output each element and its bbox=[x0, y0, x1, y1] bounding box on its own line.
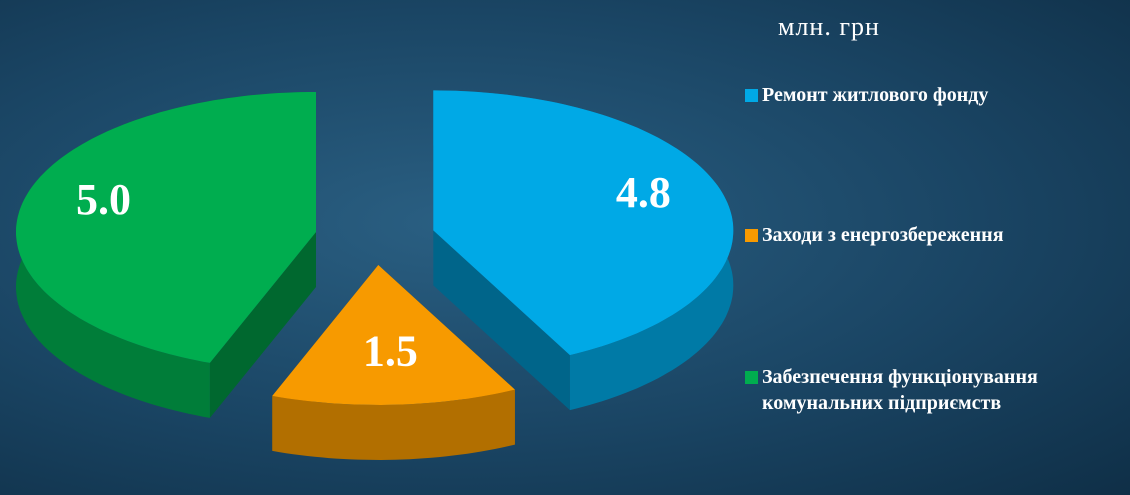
data-label: 1.5 bbox=[363, 327, 418, 376]
slice-top bbox=[272, 265, 515, 405]
slice-top bbox=[433, 90, 734, 356]
slice bbox=[272, 265, 515, 460]
slice-side bbox=[433, 230, 570, 411]
slice bbox=[433, 90, 734, 411]
legend-swatch bbox=[745, 229, 758, 242]
legend-swatch bbox=[745, 371, 758, 384]
data-label: 5.0 bbox=[76, 175, 131, 224]
slice-side bbox=[272, 389, 515, 460]
legend-entry: Ремонт житлового фонду bbox=[745, 82, 988, 108]
legend-label: Забезпечення функціонування комунальних … bbox=[762, 366, 1038, 414]
legend-entry: Заходи з енергозбереження bbox=[745, 222, 1004, 248]
data-label: 4.8 bbox=[616, 168, 671, 217]
slice-top bbox=[16, 92, 316, 363]
slice-side bbox=[209, 232, 316, 418]
chart-title: млн. грн bbox=[778, 12, 880, 41]
legend-swatch bbox=[745, 89, 758, 102]
legend-entry: Забезпечення функціонування комунальних … bbox=[745, 364, 1107, 416]
slice bbox=[16, 92, 316, 418]
legend-label: Заходи з енергозбереження bbox=[762, 224, 1004, 246]
legend-label: Ремонт житлового фонду bbox=[762, 84, 989, 106]
